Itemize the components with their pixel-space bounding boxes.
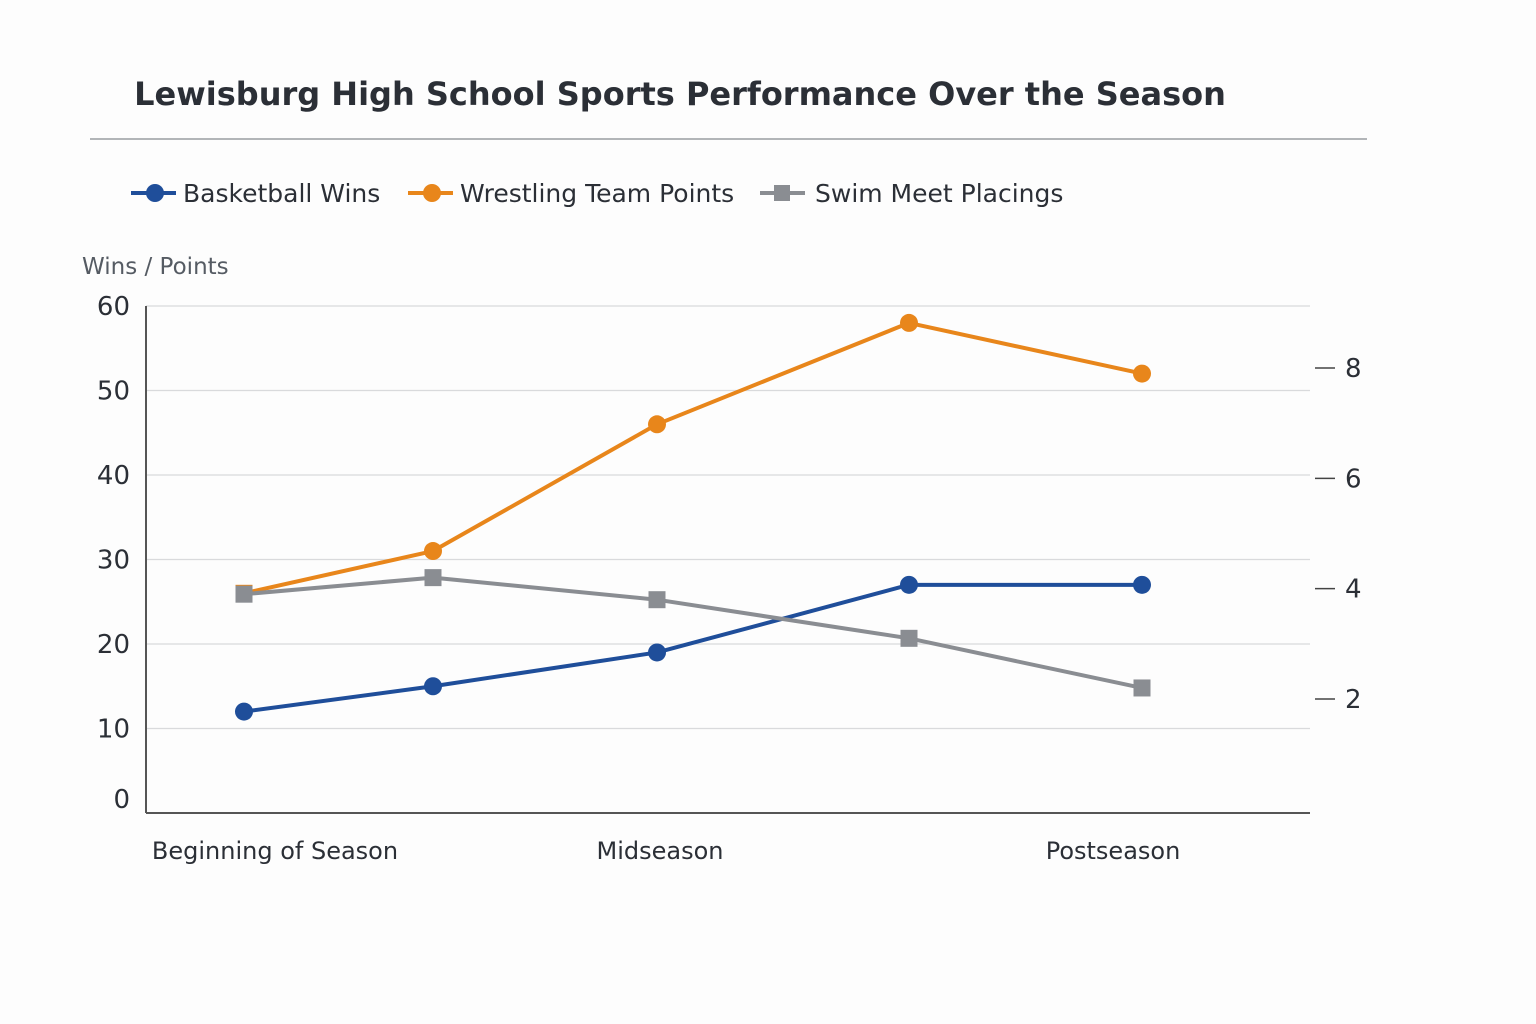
y2-tick-label-8: 8	[1345, 354, 1362, 384]
chart-title: Lewisburg High School Sports Performance…	[134, 75, 1226, 113]
data-point	[424, 569, 442, 587]
axes	[145, 306, 1310, 814]
data-point	[900, 313, 918, 332]
legend-marker	[423, 184, 441, 202]
legend-label: Swim Meet Placings	[815, 179, 1063, 208]
x-tick-label: Beginning of Season	[152, 837, 398, 865]
data-point	[1133, 575, 1151, 594]
data-point	[424, 677, 442, 696]
y2-tick-label-4: 4	[1345, 575, 1362, 605]
grid-lines	[146, 305, 1310, 730]
y2-tick-label-6: 6	[1345, 464, 1362, 494]
data-point	[235, 702, 253, 721]
y-tick-label-50: 50	[97, 377, 130, 407]
y-tick-label-0: 0	[113, 785, 130, 815]
data-point	[648, 643, 666, 662]
data-point	[235, 585, 253, 603]
y-tick-label-20: 20	[97, 630, 130, 660]
data-point	[648, 415, 666, 434]
right-axis-ticks: 2 4 6 8	[1315, 354, 1362, 715]
x-tick-label: Midseason	[597, 837, 724, 865]
legend-item: Swim Meet Placings	[760, 179, 1063, 208]
legend-marker	[146, 184, 164, 202]
left-axis-ticks: 0 10 20 30 40 50 60	[97, 292, 130, 815]
x-tick-label: Postseason	[1046, 837, 1181, 865]
y-axis-label: Wins / Points	[82, 254, 229, 280]
y-tick-label-60: 60	[97, 292, 130, 322]
data-point	[1133, 679, 1151, 697]
y2-tick-label-2: 2	[1345, 685, 1362, 715]
series-line	[242, 320, 1144, 596]
legend-item: Basketball Wins	[131, 179, 380, 208]
series-line	[242, 575, 1144, 690]
x-axis-ticks: Beginning of Season Midseason Postseason	[152, 837, 1180, 865]
y-tick-label-40: 40	[97, 461, 130, 491]
y-tick-label-30: 30	[97, 546, 130, 576]
data-point	[424, 542, 442, 561]
data-point	[900, 629, 918, 647]
data-point	[648, 591, 666, 609]
series-basketball-wins	[235, 575, 1151, 721]
legend-label: Wrestling Team Points	[460, 179, 734, 208]
legend-marker	[774, 185, 790, 201]
series-wrestling-team-points	[235, 313, 1151, 602]
data-point	[1133, 364, 1151, 383]
legend: Basketball Wins Wrestling Team Points Swim…	[131, 179, 1063, 208]
series-group	[235, 313, 1151, 721]
legend-label: Basketball Wins	[183, 179, 380, 208]
y-tick-label-10: 10	[97, 715, 130, 745]
legend-item: Wrestling Team Points	[408, 179, 734, 208]
data-point	[900, 575, 918, 594]
series-swim-meet-placings	[235, 569, 1151, 697]
